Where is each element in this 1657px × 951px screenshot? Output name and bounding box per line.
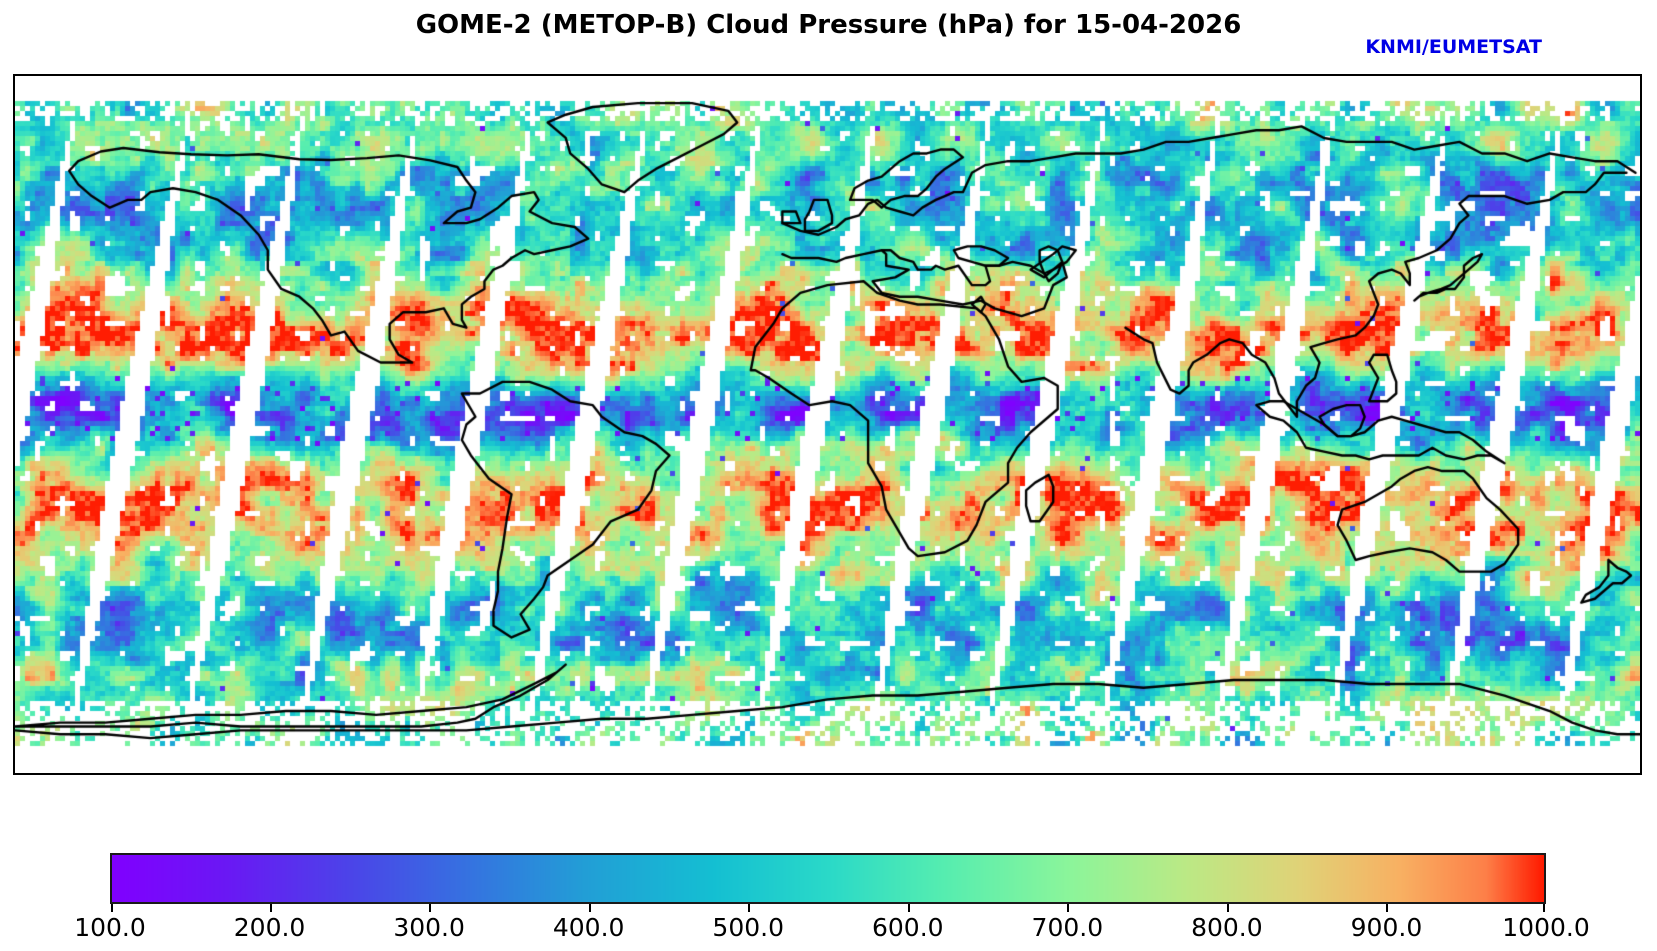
colorbar-tick-label: 500.0	[712, 913, 785, 942]
colorbar-tick-labels: 100.0 200.0 300.0 400.0 500.0 600.0 700.0 800.0…	[74, 913, 1590, 947]
credit-label: KNMI/EUMETSAT	[1365, 36, 1542, 58]
colorbar-tick	[111, 904, 113, 912]
colorbar-ticks	[110, 904, 1546, 913]
colorbar-tick	[269, 904, 272, 912]
colorbar-tick	[429, 904, 432, 912]
colorbar-tick	[1386, 904, 1389, 912]
coastline-overlay	[15, 76, 1640, 773]
colorbar-tick-label: 800.0	[1191, 913, 1263, 942]
colorbar-tick	[1067, 904, 1070, 912]
colorbar-tick	[1226, 904, 1229, 912]
colorbar[interactable]: 100.0 200.0 300.0 400.0 500.0 600.0 700.0 800.0…	[74, 853, 1590, 942]
colorbar-tick-label: 300.0	[393, 913, 465, 942]
colorbar-tick-label: 600.0	[871, 913, 944, 942]
colorbar-tick	[907, 904, 910, 912]
colorbar-tick	[748, 904, 751, 912]
page-title: GOME-2 (METOP-B) Cloud Pressure (hPa) fo…	[415, 10, 1242, 40]
colorbar-tick	[588, 904, 591, 912]
colorbar-tick-label: 400.0	[552, 913, 625, 942]
map-panel[interactable]	[13, 74, 1642, 775]
colorbar-tick-label: 900.0	[1350, 913, 1423, 942]
colorbar-tick-label: 700.0	[1031, 913, 1104, 942]
colorbar-tick-label: 100.0	[74, 913, 146, 942]
colorbar-tick-label: 200.0	[233, 913, 306, 942]
colorbar-gradient	[110, 853, 1546, 904]
colorbar-tick-label: 1000.0	[1502, 913, 1590, 942]
colorbar-canvas	[112, 855, 1544, 902]
colorbar-tick	[1543, 904, 1545, 912]
